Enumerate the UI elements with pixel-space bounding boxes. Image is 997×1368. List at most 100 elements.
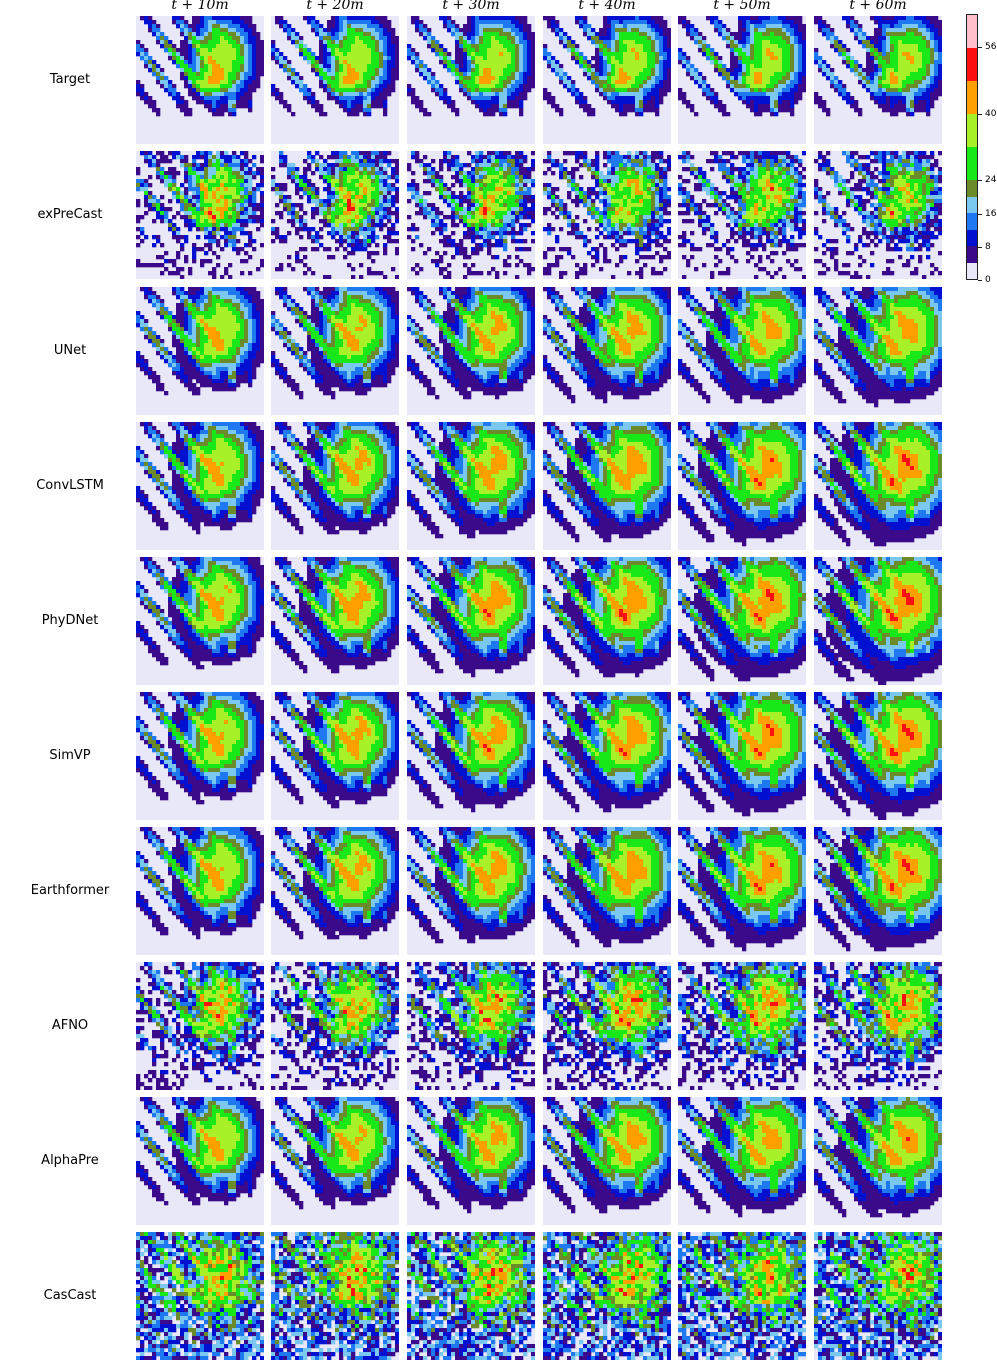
radar-cell <box>443 215 448 220</box>
radar-cell <box>890 56 895 61</box>
radar-cell <box>507 20 512 25</box>
radar-cell <box>910 24 915 29</box>
radar-cell <box>519 187 524 192</box>
radar-cell <box>200 247 205 252</box>
radar-cell <box>914 40 919 45</box>
radar-cell <box>244 16 249 21</box>
radar-cell <box>826 28 831 33</box>
radar-cell <box>910 80 915 85</box>
radar-cell <box>491 108 496 113</box>
radar-cell <box>335 203 340 208</box>
radar-cell <box>323 88 328 93</box>
radar-cell <box>200 100 205 105</box>
radar-cell <box>766 48 771 53</box>
radar-cell <box>188 40 193 45</box>
radar-cell <box>303 263 308 268</box>
radar-cell <box>599 32 604 37</box>
radar-cell <box>271 187 276 192</box>
radar-cell <box>694 28 699 33</box>
radar-cell <box>351 235 356 240</box>
radar-cell <box>762 36 767 41</box>
radar-cell <box>224 159 229 164</box>
radar-cell <box>347 159 352 164</box>
radar-cell <box>750 40 755 45</box>
radar-cell <box>279 187 284 192</box>
radar-cell <box>579 100 584 105</box>
radar-cell <box>355 108 360 113</box>
radar-cell <box>559 68 564 73</box>
radar-cell <box>252 239 257 244</box>
radar-cell <box>862 68 867 73</box>
radar-cell <box>391 40 396 45</box>
radar-cell <box>511 100 516 105</box>
radar-cell <box>651 68 656 73</box>
radar-cell <box>200 223 205 228</box>
radar-cell <box>483 56 488 61</box>
radar-cell <box>515 155 520 160</box>
radar-cell <box>327 24 332 29</box>
radar-cell <box>184 20 189 25</box>
radar-cell <box>435 211 440 216</box>
radar-cell <box>503 20 508 25</box>
radar-cell <box>499 199 504 204</box>
radar-cell <box>794 72 799 77</box>
radar-cell <box>547 64 552 69</box>
radar-cell <box>275 92 280 97</box>
radar-cell <box>347 24 352 29</box>
radar-cell <box>846 48 851 53</box>
radar-cell <box>331 151 336 156</box>
radar-cell <box>487 175 492 180</box>
radar-cell <box>451 108 456 113</box>
radar-cell <box>204 88 209 93</box>
radar-cell <box>152 235 157 240</box>
radar-cell <box>339 48 344 53</box>
radar-cell <box>603 16 608 21</box>
radar-cell <box>347 84 352 89</box>
radar-cell <box>395 48 399 53</box>
radar-cell <box>383 16 388 21</box>
radar-cell <box>742 92 747 97</box>
radar-cell <box>260 60 264 65</box>
radar-cell <box>495 44 500 49</box>
radar-cell <box>343 167 348 172</box>
radar-cell <box>387 163 392 168</box>
radar-cell <box>479 32 484 37</box>
radar-cell <box>547 24 552 29</box>
radar-cell <box>279 60 284 65</box>
radar-cell <box>331 155 336 160</box>
radar-cell <box>527 24 532 29</box>
radar-cell <box>343 231 348 236</box>
radar-cell <box>647 104 652 109</box>
radar-cell <box>395 207 399 212</box>
radar-cell <box>260 183 264 188</box>
radar-cell <box>184 215 189 220</box>
radar-cell <box>934 68 939 73</box>
radar-cell <box>519 211 524 216</box>
radar-cell <box>571 92 576 97</box>
radar-cell <box>359 56 364 61</box>
radar-cell <box>387 151 392 156</box>
radar-cell <box>499 48 504 53</box>
radar-cell <box>471 52 476 57</box>
radar-cell <box>599 52 604 57</box>
radar-cell <box>902 68 907 73</box>
radar-cell <box>443 88 448 93</box>
radar-cell <box>260 223 264 228</box>
radar-cell <box>260 48 264 53</box>
radar-cell <box>184 28 189 33</box>
radar-cell <box>774 44 779 49</box>
radar-cell <box>248 108 253 113</box>
radar-cell <box>387 64 392 69</box>
radar-cell <box>619 16 624 21</box>
radar-cell <box>495 159 500 164</box>
radar-cell <box>383 215 388 220</box>
radar-cell <box>287 203 292 208</box>
radar-cell <box>371 88 376 93</box>
radar-cell <box>503 151 508 156</box>
radar-cell <box>419 211 424 216</box>
radar-cell <box>503 80 508 85</box>
radar-cell <box>726 28 731 33</box>
radar-cell <box>858 68 863 73</box>
radar-cell <box>331 44 336 49</box>
radar-cell <box>248 24 253 29</box>
